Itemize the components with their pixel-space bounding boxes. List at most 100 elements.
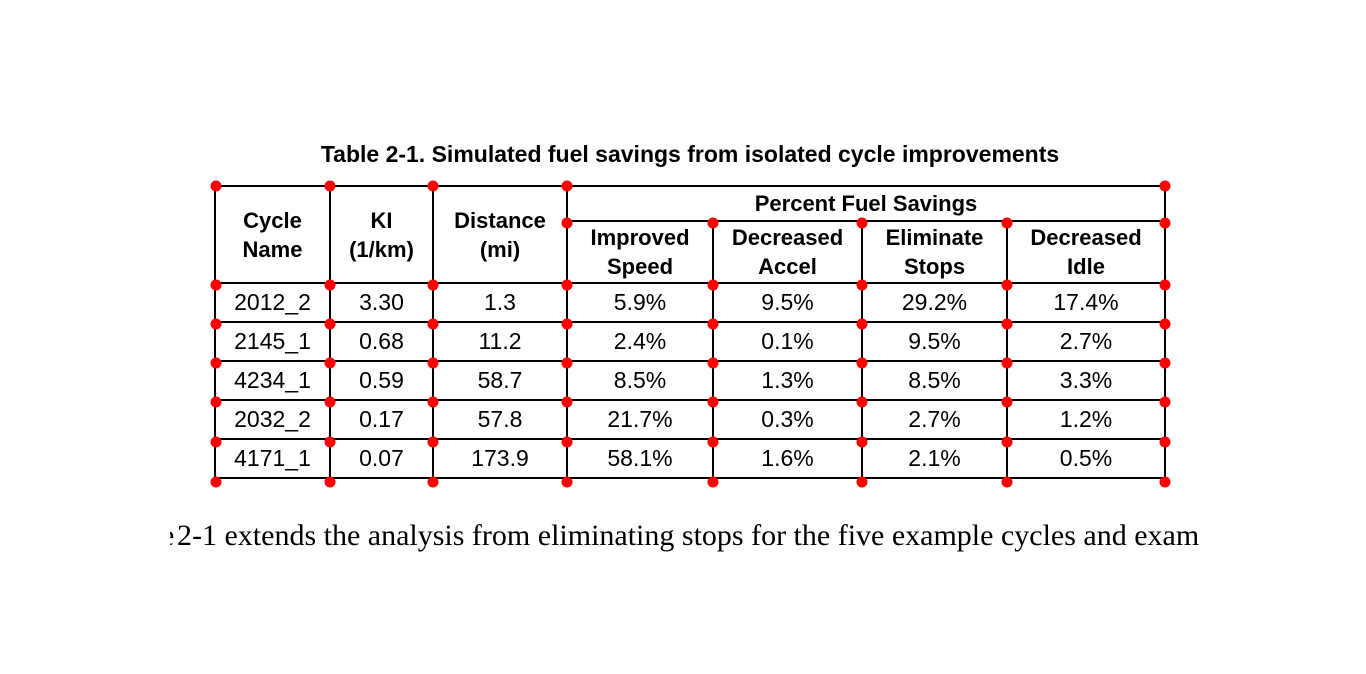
col-header-distance: Distance (mi) <box>432 185 568 284</box>
cell-ki: 0.17 <box>329 399 434 440</box>
corner-dot <box>324 436 336 448</box>
corner-dot <box>324 357 336 369</box>
cell-distance: 57.8 <box>432 399 568 440</box>
corner-dot <box>427 476 439 488</box>
cell-cycle-name: 4234_1 <box>214 360 331 401</box>
cell-eliminate-stops: 9.5% <box>861 321 1008 362</box>
corner-dot <box>324 396 336 408</box>
cell-improved-speed: 8.5% <box>566 360 714 401</box>
col-header-eliminate-stops: Eliminate Stops <box>861 220 1008 284</box>
cell-distance: 1.3 <box>432 282 568 323</box>
table-row: 2032_2 0.17 57.8 21.7% 0.3% 2.7% 1.2% <box>214 399 1166 440</box>
table-row: 2145_1 0.68 11.2 2.4% 0.1% 9.5% 2.7% <box>214 321 1166 362</box>
corner-dot <box>210 396 222 408</box>
corner-dot <box>856 279 868 291</box>
cell-decreased-accel: 0.1% <box>712 321 863 362</box>
cell-eliminate-stops: 2.7% <box>861 399 1008 440</box>
corner-dot <box>561 436 573 448</box>
table-row: 4234_1 0.59 58.7 8.5% 1.3% 8.5% 3.3% <box>214 360 1166 401</box>
col-header-decreased-idle: Decreased Idle <box>1006 220 1166 284</box>
corner-dot <box>1159 279 1171 291</box>
corner-dot <box>1001 357 1013 369</box>
corner-dot <box>210 436 222 448</box>
body-text: e2-1 extends the analysis from eliminati… <box>170 518 1200 554</box>
corner-dot <box>707 476 719 488</box>
corner-dot <box>1001 318 1013 330</box>
corner-dot <box>1159 318 1171 330</box>
cell-decreased-accel: 1.3% <box>712 360 863 401</box>
corner-dot <box>210 357 222 369</box>
corner-dot <box>1159 180 1171 192</box>
corner-dot <box>324 476 336 488</box>
corner-dot <box>707 436 719 448</box>
cell-cycle-name: 2012_2 <box>214 282 331 323</box>
col-group-header-percent-fuel-savings: Percent Fuel Savings <box>566 185 1166 222</box>
cell-distance: 58.7 <box>432 360 568 401</box>
col-header-ki: KI (1/km) <box>329 185 434 284</box>
corner-dot <box>1159 396 1171 408</box>
corner-dot <box>561 318 573 330</box>
corner-dot <box>1001 217 1013 229</box>
corner-dot <box>561 396 573 408</box>
corner-dot <box>856 436 868 448</box>
cell-ki: 0.59 <box>329 360 434 401</box>
cell-decreased-accel: 0.3% <box>712 399 863 440</box>
corner-dot <box>324 180 336 192</box>
corner-dot <box>1159 476 1171 488</box>
cell-decreased-accel: 1.6% <box>712 438 863 479</box>
corner-dot <box>856 217 868 229</box>
corner-dot <box>427 357 439 369</box>
col-header-improved-speed: Improved Speed <box>566 220 714 284</box>
col-header-decreased-accel: Decreased Accel <box>712 220 863 284</box>
corner-dot <box>210 180 222 192</box>
cell-decreased-idle: 1.2% <box>1006 399 1166 440</box>
cell-improved-speed: 5.9% <box>566 282 714 323</box>
cell-eliminate-stops: 8.5% <box>861 360 1008 401</box>
corner-dot <box>427 436 439 448</box>
corner-dot <box>324 318 336 330</box>
cell-distance: 11.2 <box>432 321 568 362</box>
corner-dot <box>707 357 719 369</box>
cell-cycle-name: 2145_1 <box>214 321 331 362</box>
cell-improved-speed: 2.4% <box>566 321 714 362</box>
cell-decreased-accel: 9.5% <box>712 282 863 323</box>
cell-ki: 3.30 <box>329 282 434 323</box>
corner-dot <box>856 318 868 330</box>
cell-decreased-idle: 2.7% <box>1006 321 1166 362</box>
cell-distance: 173.9 <box>432 438 568 479</box>
body-text-line: 2-1 extends the analysis from eliminatin… <box>177 519 1200 552</box>
corner-dot <box>561 357 573 369</box>
cell-decreased-idle: 0.5% <box>1006 438 1166 479</box>
corner-dot <box>561 476 573 488</box>
corner-dot <box>427 180 439 192</box>
corner-dot <box>707 318 719 330</box>
corner-dot <box>210 476 222 488</box>
corner-dot <box>1001 396 1013 408</box>
cell-improved-speed: 58.1% <box>566 438 714 479</box>
corner-dot <box>856 396 868 408</box>
corner-dot <box>707 217 719 229</box>
corner-dot <box>427 279 439 291</box>
cell-decreased-idle: 3.3% <box>1006 360 1166 401</box>
cell-improved-speed: 21.7% <box>566 399 714 440</box>
corner-dot <box>561 180 573 192</box>
corner-dot <box>427 396 439 408</box>
cell-ki: 0.07 <box>329 438 434 479</box>
cell-ki: 0.68 <box>329 321 434 362</box>
corner-dot <box>856 476 868 488</box>
cell-decreased-idle: 17.4% <box>1006 282 1166 323</box>
corner-dot <box>707 396 719 408</box>
corner-dot <box>1159 357 1171 369</box>
corner-dot <box>1159 436 1171 448</box>
corner-dot <box>210 279 222 291</box>
table-caption: Table 2-1. Simulated fuel savings from i… <box>320 141 1060 167</box>
cell-cycle-name: 2032_2 <box>214 399 331 440</box>
corner-dot <box>1001 436 1013 448</box>
cell-cycle-name: 4171_1 <box>214 438 331 479</box>
table-row: 2012_2 3.30 1.3 5.9% 9.5% 29.2% 17.4% <box>214 282 1166 323</box>
corner-dot <box>561 279 573 291</box>
table-row: 4171_1 0.07 173.9 58.1% 1.6% 2.1% 0.5% <box>214 438 1166 479</box>
col-header-cycle-name: Cycle Name <box>214 185 331 284</box>
cell-eliminate-stops: 2.1% <box>861 438 1008 479</box>
